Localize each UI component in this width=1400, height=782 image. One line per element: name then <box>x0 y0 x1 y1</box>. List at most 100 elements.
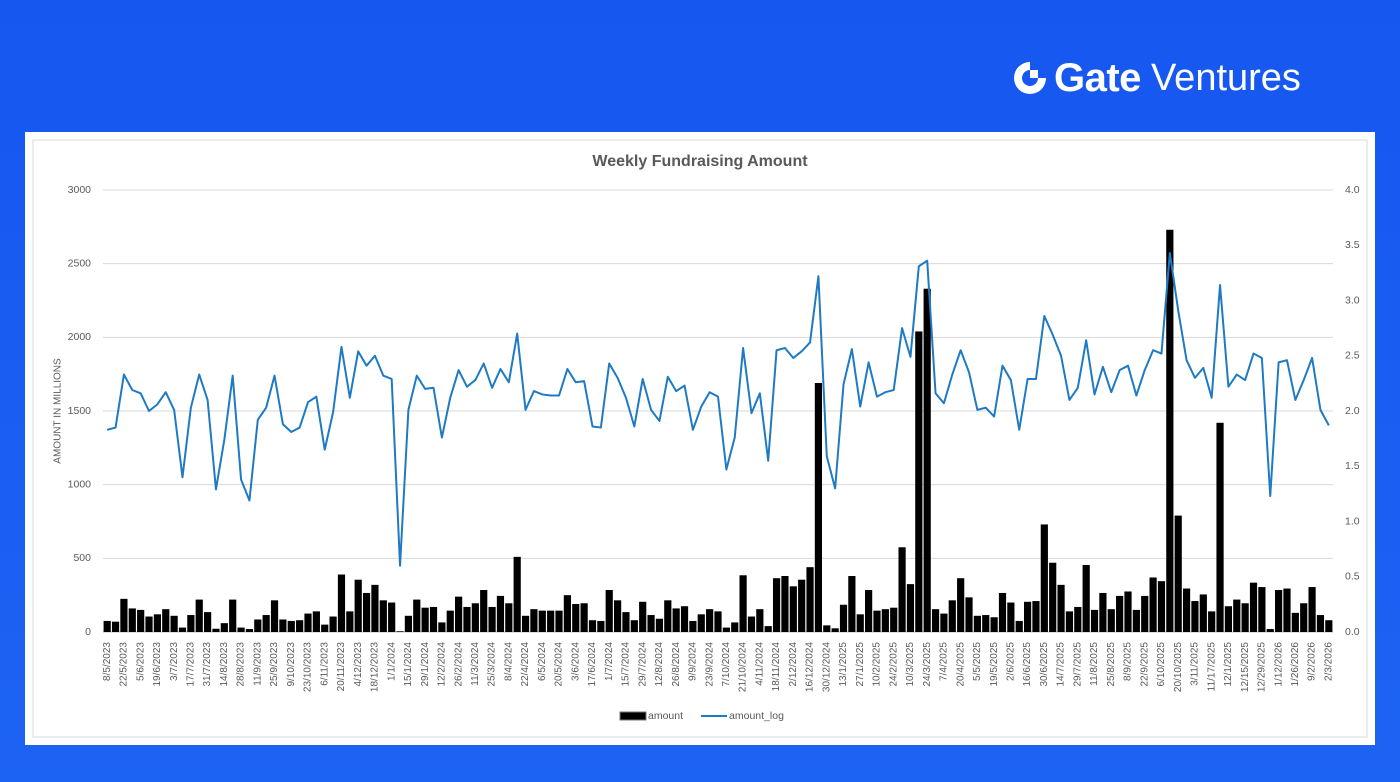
x-tick-label: 8/5/2023 <box>102 642 113 681</box>
x-tick-label: 2/6/2025 <box>1005 642 1016 681</box>
bar <box>1090 609 1099 632</box>
bar <box>1258 587 1266 632</box>
bar <box>680 606 689 632</box>
bar <box>672 608 680 632</box>
bar <box>747 616 756 632</box>
x-tick-label: 29/7/2024 <box>637 642 648 687</box>
x-tick-label: 25/9/2023 <box>269 642 280 687</box>
bar <box>1325 620 1333 632</box>
x-tick-label: 31/7/2023 <box>202 642 213 687</box>
x-tick-label: 12/8/2024 <box>654 642 665 687</box>
x-tick-label: 15/1/2024 <box>403 642 414 687</box>
bar <box>982 615 990 632</box>
bar <box>1015 620 1023 632</box>
x-tick-label: 10/3/2025 <box>905 642 916 687</box>
brand-logo: Gate Ventures <box>1010 52 1301 104</box>
y-tick-label: 2000 <box>68 331 92 343</box>
bar <box>563 595 571 632</box>
bar <box>463 606 471 632</box>
x-tick-label: 27/1/2025 <box>855 642 866 687</box>
bar <box>990 617 998 632</box>
y2-tick-label: 2.0 <box>1345 405 1360 417</box>
bar <box>262 615 270 632</box>
bar <box>806 567 814 632</box>
x-tick-label: 6/10/2025 <box>1156 642 1167 687</box>
bar <box>321 624 329 632</box>
bar <box>471 603 479 632</box>
y2-tick-label: 4.0 <box>1345 184 1360 196</box>
x-tick-label: 11/8/2025 <box>1089 642 1100 686</box>
x-tick-label: 14/7/2025 <box>1056 642 1067 687</box>
bar <box>856 614 864 632</box>
bar <box>664 600 672 632</box>
bar <box>455 596 463 632</box>
bar <box>220 623 228 632</box>
bar <box>1316 615 1325 632</box>
bar <box>839 604 848 632</box>
x-tick-label: 20/5/2024 <box>554 642 565 687</box>
y-tick-label: 1000 <box>68 478 92 490</box>
bar <box>1224 606 1233 632</box>
x-tick-label: 20/10/2025 <box>1173 642 1184 692</box>
y2-tick-label: 0.0 <box>1345 626 1360 638</box>
bar <box>823 625 831 632</box>
x-tick-label: 9/2/2026 <box>1307 642 1318 681</box>
bar <box>655 618 664 632</box>
x-tick-label: 11/9/2023 <box>252 642 263 686</box>
bar <box>279 619 287 632</box>
bar <box>898 547 906 632</box>
bar <box>312 611 320 632</box>
x-tick-label: 15/7/2024 <box>621 642 632 687</box>
bar <box>764 626 772 632</box>
bar <box>480 590 488 632</box>
y2-tick-label: 3.0 <box>1345 294 1360 306</box>
x-tick-label: 8/4/2024 <box>503 642 514 681</box>
bar <box>1182 588 1191 632</box>
x-tick-label: 2/3/2026 <box>1323 642 1334 681</box>
x-tick-label: 12/15/2025 <box>1240 642 1251 692</box>
bar <box>153 614 161 632</box>
bar <box>555 610 563 632</box>
bar <box>505 603 513 632</box>
bar <box>521 615 530 632</box>
x-tick-label: 23/9/2024 <box>704 642 715 687</box>
bar <box>111 621 120 632</box>
bar <box>513 556 521 632</box>
bar <box>362 592 371 632</box>
bar <box>906 584 915 632</box>
bar <box>488 606 496 632</box>
bar <box>881 609 889 632</box>
x-tick-label: 2/12/2024 <box>788 642 799 687</box>
bar <box>1216 422 1224 632</box>
x-tick-label: 13/1/2025 <box>838 642 849 687</box>
bar <box>1082 564 1090 632</box>
bar <box>429 606 438 632</box>
bar <box>781 576 789 632</box>
x-tick-label: 8/9/2025 <box>1123 642 1134 681</box>
bar <box>354 579 362 632</box>
legend-label: amount_log <box>729 710 784 722</box>
bar <box>128 608 136 632</box>
x-tick-label: 1/1/2024 <box>386 642 397 681</box>
y2-tick-label: 1.5 <box>1345 460 1360 472</box>
bar <box>296 620 304 632</box>
bar <box>1174 515 1182 632</box>
bar <box>639 601 647 632</box>
bar <box>187 615 195 632</box>
bar <box>1308 587 1316 632</box>
bar <box>162 609 170 632</box>
x-tick-label: 12/29/2025 <box>1257 642 1268 692</box>
bar <box>1116 595 1124 632</box>
bar <box>1141 595 1149 632</box>
x-tick-label: 17/7/2023 <box>185 642 196 687</box>
bar <box>304 613 312 632</box>
bar <box>379 600 387 632</box>
x-tick-label: 20/4/2025 <box>955 642 966 687</box>
bar <box>689 620 697 632</box>
y2-tick-label: 2.5 <box>1345 350 1360 362</box>
y2-tick-label: 0.5 <box>1345 571 1360 583</box>
x-tick-label: 11/17/2025 <box>1206 642 1217 692</box>
x-tick-label: 18/11/2024 <box>771 642 782 692</box>
bar <box>739 575 747 632</box>
